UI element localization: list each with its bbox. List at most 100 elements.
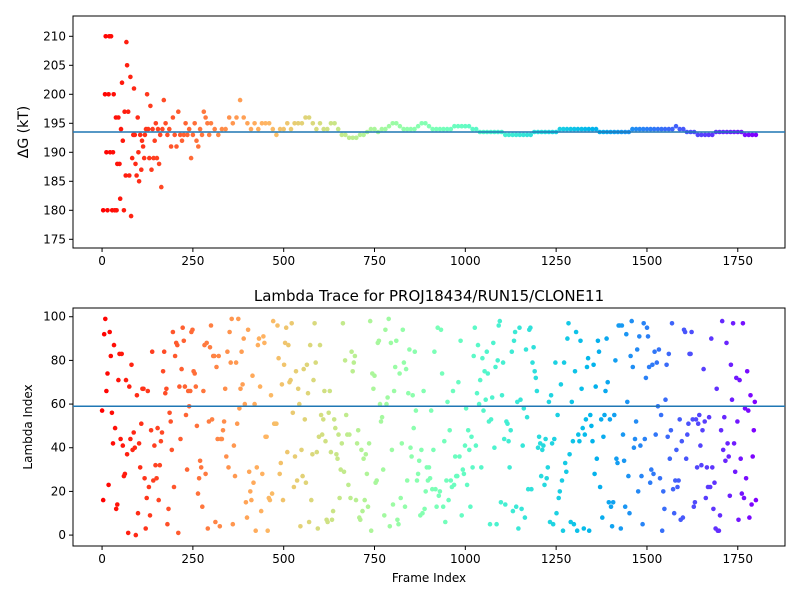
data-point (286, 342, 291, 348)
data-point (465, 428, 471, 433)
data-point (483, 397, 489, 403)
data-point (666, 351, 672, 357)
data-point (400, 327, 406, 333)
data-point (306, 115, 312, 120)
data-point (219, 436, 225, 442)
data-point (626, 473, 631, 479)
data-point (513, 132, 519, 138)
data-point (205, 121, 210, 126)
data-point (302, 417, 308, 422)
data-point (141, 386, 146, 392)
y-tick-label: 100 (43, 310, 66, 324)
data-point (132, 132, 138, 138)
data-point (542, 482, 547, 488)
data-point (470, 465, 475, 470)
data-point (152, 443, 157, 448)
data-point (137, 465, 143, 470)
data-point (255, 126, 261, 132)
data-point (338, 467, 344, 472)
data-point (228, 360, 233, 365)
data-point (343, 412, 349, 418)
data-point (165, 132, 170, 138)
data-point (133, 532, 139, 538)
data-point (168, 419, 173, 424)
data-point (254, 465, 260, 470)
data-point (239, 349, 244, 355)
data-point (164, 386, 169, 392)
data-point (419, 121, 425, 126)
data-point (323, 438, 328, 444)
data-point (521, 132, 526, 138)
data-point (635, 489, 641, 494)
y-tick-label: 80 (51, 353, 66, 367)
data-point (331, 417, 337, 422)
data-point (531, 345, 536, 350)
data-point (216, 353, 221, 359)
data-point (181, 132, 187, 138)
data-point (346, 482, 351, 488)
data-point (311, 377, 316, 383)
data-point (522, 515, 528, 520)
data-point (652, 349, 657, 355)
data-point (547, 519, 553, 525)
data-point (645, 334, 651, 339)
data-point (503, 132, 508, 138)
data-point (578, 338, 583, 344)
data-point (114, 208, 119, 213)
data-point (357, 132, 363, 138)
data-point (714, 386, 719, 392)
data-point (584, 364, 590, 370)
data-point (333, 425, 338, 431)
data-point (407, 347, 412, 352)
data-point (549, 441, 555, 446)
data-point (459, 123, 465, 129)
data-point (226, 115, 232, 120)
data-point (321, 417, 326, 422)
data-point (488, 417, 494, 422)
data-point (698, 443, 703, 448)
y-tick-label: 40 (51, 441, 66, 455)
data-point (127, 384, 132, 389)
data-point (281, 362, 287, 368)
data-point (548, 393, 554, 398)
data-point (511, 338, 517, 344)
data-point (204, 340, 209, 346)
x-tick-label: 250 (181, 552, 204, 566)
data-point (199, 132, 205, 138)
data-point (596, 349, 602, 355)
data-point (472, 325, 478, 331)
data-point (241, 336, 246, 341)
data-point (662, 506, 667, 512)
data-point (325, 126, 330, 132)
data-point (646, 364, 652, 370)
data-point (633, 126, 639, 132)
data-point (723, 458, 728, 464)
data-point (290, 410, 296, 416)
data-point (528, 132, 533, 138)
data-point (362, 497, 368, 503)
data-point (637, 334, 642, 339)
data-point (129, 362, 134, 368)
data-point (100, 497, 106, 503)
data-point (661, 489, 666, 494)
data-point (709, 336, 714, 341)
data-point (116, 377, 121, 383)
data-point (657, 476, 663, 481)
data-point (337, 495, 342, 501)
data-point (603, 388, 608, 394)
data-point (153, 462, 158, 468)
data-point (439, 371, 445, 376)
data-point (144, 495, 149, 501)
lambda-points (99, 316, 759, 538)
data-point (151, 478, 156, 483)
data-point (299, 121, 305, 126)
data-point (313, 360, 319, 365)
data-point (434, 126, 439, 132)
data-point (413, 408, 419, 413)
data-point (496, 323, 502, 328)
data-point (500, 360, 506, 365)
data-point (347, 432, 352, 437)
data-point (701, 366, 706, 372)
data-point (106, 482, 111, 488)
data-point (194, 138, 199, 143)
